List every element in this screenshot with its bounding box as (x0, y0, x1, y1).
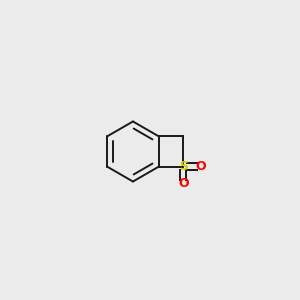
Text: O: O (178, 177, 188, 190)
Text: S: S (179, 160, 188, 173)
Text: O: O (195, 160, 206, 173)
